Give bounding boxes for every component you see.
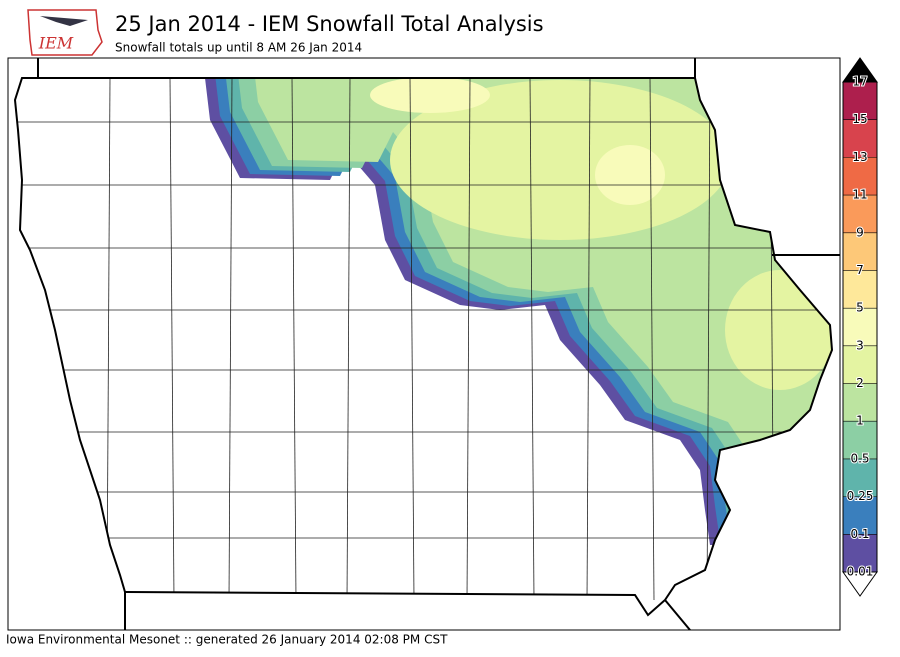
colorbar-segment: [843, 119, 877, 158]
colorbar-segment: [843, 458, 877, 497]
county-line: [706, 78, 711, 601]
colorbar-label: 15: [852, 112, 867, 126]
subtitle: Snowfall totals up until 8 AM 26 Jan 201…: [115, 41, 362, 55]
colorbar-label: 0.25: [847, 489, 874, 503]
colorbar-segment: [843, 157, 877, 196]
footer: Iowa Environmental Mesonet :: generated …: [6, 633, 448, 647]
snow-patch: [370, 78, 490, 113]
county-line: [228, 78, 233, 601]
colorbar-label: 9: [856, 225, 864, 239]
county-line: [106, 78, 111, 601]
colorbar-label: 5: [856, 301, 864, 315]
county-line: [409, 78, 415, 601]
colorbar-segment: [843, 270, 877, 309]
colorbar-segment: [843, 534, 877, 572]
colorbar-segment: [843, 345, 877, 384]
county-line: [169, 78, 175, 601]
county-line: [649, 78, 655, 601]
colorbar-segment: [843, 308, 877, 346]
colorbar-segment: [843, 82, 877, 120]
colorbar-label: 1: [856, 414, 864, 428]
colorbar-segment: [843, 383, 877, 422]
colorbar-label: 11: [852, 188, 867, 202]
colorbar-label: 2: [856, 376, 864, 390]
county-line: [291, 78, 297, 601]
colorbar-label: 7: [856, 263, 864, 277]
colorbar-label: 13: [852, 150, 867, 164]
title: 25 Jan 2014 - IEM Snowfall Total Analysi…: [115, 12, 544, 36]
county-line: [529, 78, 535, 601]
colorbar-label: 3: [856, 338, 864, 352]
colorbar-segment: [843, 496, 877, 535]
logo-text: IEM: [38, 34, 74, 53]
colorbar-segment: [843, 195, 877, 233]
colorbar-segment: [843, 232, 877, 271]
colorbar-label: 17: [852, 75, 867, 89]
colorbar-label: 0.01: [847, 565, 874, 579]
colorbar: 0.01 0.1 0.25 0.5 1 2 3 5 7 9 11 13 15 17: [842, 57, 878, 597]
county-line: [586, 78, 591, 601]
snow-patch: [595, 145, 665, 205]
logo: IEM: [27, 9, 103, 56]
county-line: [346, 78, 351, 601]
state-borders: [14, 58, 840, 630]
colorbar-label: 0.1: [850, 527, 869, 541]
colorbar-label: 0.5: [850, 451, 869, 465]
colorbar-segment: [843, 421, 877, 459]
county-line: [466, 78, 471, 601]
